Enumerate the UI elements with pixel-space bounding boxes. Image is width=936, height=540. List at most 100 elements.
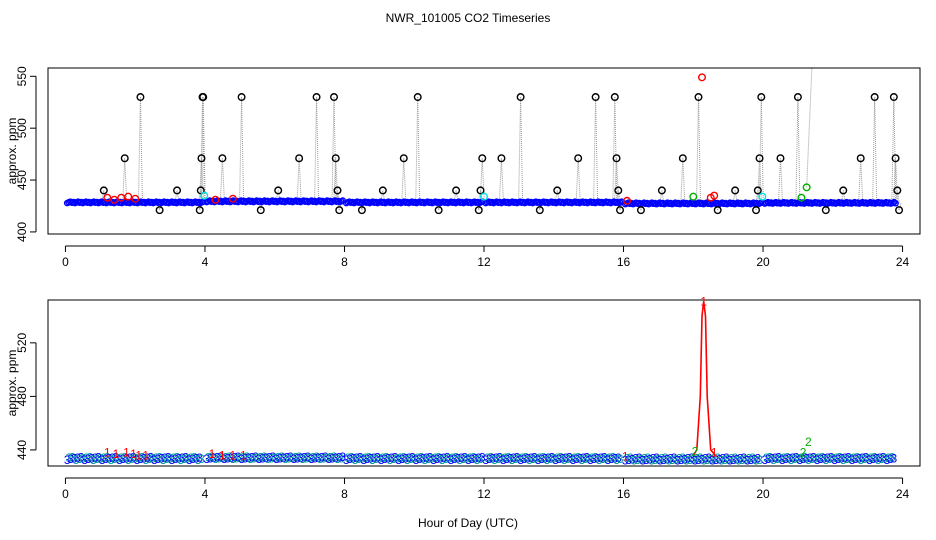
bottom-baseline-glyph: 3	[836, 450, 843, 464]
top-spike-line	[219, 158, 223, 202]
bottom-baseline-glyph: 3	[873, 452, 880, 466]
bottom-baseline-glyph: 3	[392, 450, 399, 464]
bottom-baseline-glyph: 3	[278, 450, 285, 464]
top-spike-line	[401, 158, 405, 203]
bottom-baseline-glyph: 3	[795, 452, 802, 466]
bottom-baseline-glyph: 3	[693, 452, 700, 466]
bottom-baseline-glyph: 3	[608, 452, 615, 466]
top-spike-point	[752, 206, 761, 215]
bottom-baseline-glyph: 3	[97, 452, 104, 466]
bottom-baseline-glyph: 3	[400, 450, 407, 464]
bottom-baseline-glyph: 3	[676, 452, 683, 466]
top-spike-point	[610, 93, 619, 102]
bottom-baseline-glyph: 3	[378, 453, 385, 467]
top-spike-line	[124, 158, 128, 203]
bottom-flag-1-glyph: 1	[700, 294, 707, 308]
bottom-baseline-glyph: 3	[601, 450, 608, 464]
bottom-baseline-glyph: 3	[859, 451, 866, 465]
bottom-x-tick-label: 24	[896, 487, 910, 501]
bottom-baseline-glyph: 3	[308, 452, 315, 466]
bottom-baseline-glyph: 3	[460, 452, 467, 466]
bottom-baseline-glyph: 3	[639, 454, 646, 468]
bottom-baseline-glyph: 3	[699, 452, 706, 466]
bottom-baseline-glyph: 3	[395, 453, 402, 467]
bottom-baseline-glyph: 3	[92, 451, 99, 465]
bottom-baseline-glyph: 3	[343, 453, 350, 467]
top-spike-point	[357, 206, 366, 215]
bottom-baseline-glyph: 3	[142, 453, 149, 467]
bottom-baseline-glyph: 3	[589, 451, 596, 465]
bottom-baseline-glyph: 3	[182, 450, 189, 464]
bottom-baseline-glyph: 3	[203, 452, 210, 466]
bottom-baseline-glyph: 3	[427, 450, 434, 464]
bottom-flag-1-glyph: 1	[135, 448, 142, 462]
bottom-baseline-glyph: 3	[402, 452, 409, 466]
bottom-baseline-glyph: 3	[563, 451, 570, 465]
bottom-baseline-glyph: 3	[784, 450, 791, 464]
bottom-baseline-glyph: 3	[793, 450, 800, 464]
bottom-baseline-glyph: 3	[87, 450, 94, 464]
bottom-baseline-glyph: 3	[584, 450, 591, 464]
bottom-baseline-glyph: 3	[221, 452, 228, 466]
top-spike-line	[537, 202, 541, 211]
bottom-baseline-glyph: 3	[144, 451, 151, 465]
top-spike-line	[898, 202, 902, 211]
top-spike-point	[413, 93, 422, 102]
bottom-baseline-glyph: 3	[653, 451, 660, 465]
top-spike-line	[241, 97, 245, 202]
bottom-baseline-glyph: 3	[695, 453, 702, 467]
bottom-baseline-glyph: 3	[303, 452, 310, 466]
bottom-baseline-glyph: 3	[186, 453, 193, 467]
bottom-baseline-glyph: 3	[355, 452, 362, 466]
bottom-baseline-glyph: 3	[514, 450, 521, 464]
bottom-baseline-glyph: 3	[420, 452, 427, 466]
bottom-flag-1-glyph: 1	[113, 447, 120, 461]
bottom-baseline-glyph: 3	[536, 451, 543, 465]
bottom-baseline-glyph: 3	[863, 450, 870, 464]
chart-title: NWR_101005 CO2 Timeseries	[386, 11, 551, 25]
bottom-x-tick-label: 16	[617, 487, 631, 501]
bottom-baseline-glyph: 3	[660, 453, 667, 467]
top-red-point	[228, 194, 237, 203]
bottom-baseline-glyph: 3	[591, 452, 598, 466]
bottom-flag-1-glyph: 1	[230, 448, 237, 462]
bottom-baseline-glyph: 3	[294, 452, 301, 466]
bottom-baseline-glyph: 3	[146, 452, 153, 466]
bottom-baseline-glyph: 3	[78, 450, 85, 464]
top-red-point	[110, 195, 119, 204]
bottom-baseline-glyph: 3	[479, 450, 486, 464]
bottom-baseline-glyph: 3	[700, 454, 707, 468]
bottom-baseline-glyph: 3	[311, 452, 318, 466]
bottom-baseline-glyph: 3	[861, 452, 868, 466]
top-green-point	[689, 192, 698, 201]
bottom-baseline-glyph: 3	[716, 452, 723, 466]
top-spike-line	[122, 158, 126, 203]
top-spike-line	[616, 158, 620, 203]
bottom-baseline-glyph: 3	[570, 453, 577, 467]
top-spike-line	[200, 97, 204, 203]
top-spike-line	[258, 201, 262, 211]
bottom-baseline-glyph: 3	[73, 453, 80, 467]
bottom-baseline-glyph: 3	[645, 451, 652, 465]
bottom-baseline-glyph: 3	[493, 451, 500, 465]
bottom-baseline-glyph: 3	[685, 452, 692, 466]
bottom-baseline-glyph: 3	[690, 452, 697, 466]
bottom-baseline-glyph: 3	[373, 452, 380, 466]
top-spike-line	[823, 202, 827, 211]
top-spike-point	[331, 154, 340, 163]
top-spike-line	[239, 97, 243, 202]
bottom-baseline-glyph: 3	[127, 451, 134, 465]
bottom-baseline-glyph: 3	[106, 452, 113, 466]
bottom-baseline-glyph: 3	[325, 452, 332, 466]
bottom-baseline-glyph: 3	[734, 452, 741, 466]
top-red-point	[131, 194, 140, 203]
bottom-baseline-glyph: 3	[625, 453, 632, 467]
bottom-baseline-glyph: 3	[296, 450, 303, 464]
bottom-baseline-glyph: 3	[686, 453, 693, 467]
bottom-baseline-glyph: 3	[298, 451, 305, 465]
bottom-baseline-glyph: 3	[345, 451, 352, 465]
bottom-baseline-glyph: 3	[779, 453, 786, 467]
top-spike-point	[120, 154, 129, 163]
bottom-baseline-glyph: 3	[453, 450, 460, 464]
top-spike-line	[612, 97, 616, 203]
